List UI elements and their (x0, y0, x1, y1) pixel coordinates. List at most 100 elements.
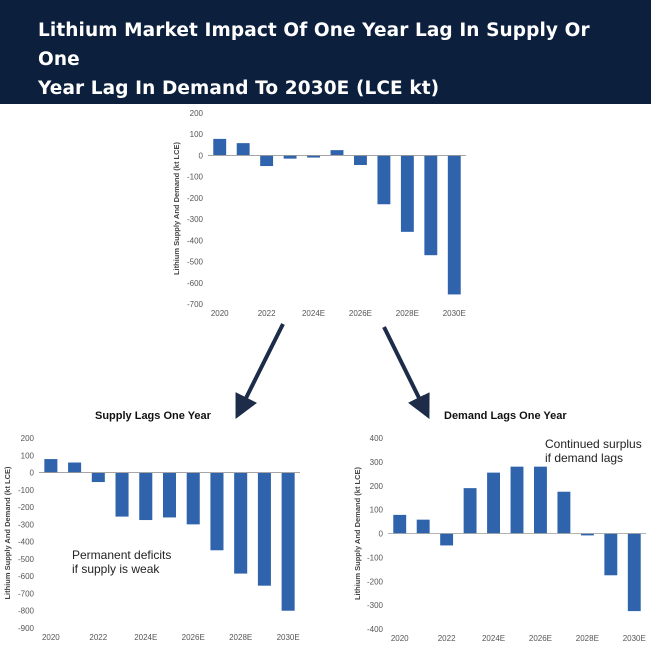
title-line-2: Year Lag In Demand To 2030E (LCE kt) (38, 78, 440, 99)
y-tick-label: -500 (187, 258, 204, 267)
y-tick-label: -300 (18, 520, 35, 529)
supply-lag-title: Supply Lags One Year (95, 410, 211, 422)
x-tick-label: 2020 (391, 634, 409, 643)
bar (68, 462, 82, 473)
y-tick-label: 100 (370, 506, 384, 515)
bar (115, 472, 129, 517)
bar (91, 472, 105, 483)
x-tick-label: 2022 (438, 634, 456, 643)
x-tick-label: 2020 (42, 633, 60, 642)
bar (281, 472, 295, 611)
y-tick-label: -200 (367, 577, 384, 586)
bar (487, 472, 500, 534)
y-tick-label: 300 (370, 458, 384, 467)
x-tick-label: 2030E (277, 633, 300, 642)
bar (213, 138, 227, 156)
x-tick-label: 2022 (258, 309, 276, 318)
y-tick-label: -300 (187, 215, 204, 224)
y-tick-label: 200 (190, 109, 204, 118)
bar (162, 472, 177, 518)
arrow-to-supply-lag (235, 323, 285, 419)
bar (463, 488, 477, 534)
bar (44, 459, 58, 473)
y-tick-label: -800 (18, 607, 35, 616)
y-tick-label: 200 (370, 482, 384, 491)
bar (377, 155, 391, 205)
bar (424, 155, 438, 256)
bar (307, 155, 320, 158)
y-tick-label: -200 (18, 503, 35, 512)
x-tick-label: 2028E (396, 309, 419, 318)
y-tick-label: -100 (367, 553, 384, 562)
chart-annotation: if demand lags (545, 451, 623, 465)
y-axis-label: Lithium Supply And Demand (kt LCE) (353, 466, 362, 600)
x-tick-label: 2026E (529, 634, 552, 643)
x-tick-label: 2022 (89, 633, 107, 642)
bar (234, 472, 248, 574)
page-title: Lithium Market Impact Of One Year Lag In… (38, 16, 631, 103)
y-tick-label: -200 (187, 194, 204, 203)
y-tick-label: -700 (187, 300, 204, 309)
y-tick-label: -400 (187, 236, 204, 245)
bar (557, 491, 571, 534)
supply-lag-chart: 200 100 0 -100 -200 -300 -400 -500 -600 -700 -800 -… (3, 434, 300, 642)
base-case-chart: 200 100 0 -100 -200 -300 -400 -500 -600 -700 2020 2… (172, 109, 466, 318)
x-tick-label: 2028E (229, 633, 252, 642)
bar (416, 519, 430, 534)
chart-annotation: if supply is weak (72, 562, 160, 576)
y-tick-label: 400 (370, 434, 384, 443)
bar (283, 155, 297, 159)
bar (257, 472, 271, 586)
chart-annotation: Permanent deficits (72, 548, 171, 562)
x-tick-label: 2030E (443, 309, 466, 318)
y-tick-label: 0 (30, 469, 35, 478)
bar (534, 466, 547, 534)
x-tick-label: 2026E (349, 309, 372, 318)
bar (510, 466, 524, 534)
y-axis-label: Lithium Supply And Demand (kt LCE) (3, 466, 12, 600)
x-tick-label: 2024E (482, 634, 505, 643)
bar (236, 143, 250, 156)
y-tick-label: -700 (18, 589, 35, 598)
y-axis-label: Lithium Supply And Demand (kt LCE) (172, 141, 181, 275)
y-tick-label: 100 (190, 130, 204, 139)
bar (627, 533, 641, 612)
y-tick-label: 100 (21, 451, 35, 460)
demand-lag-chart: 400 300 200 100 0 -100 -200 -300 -400 2020 2022 202… (353, 434, 646, 643)
demand-lag-title: Demand Lags One Year (444, 410, 567, 422)
y-tick-label: 200 (21, 434, 35, 443)
chart-annotation: Continued surplus (545, 437, 642, 451)
bar (447, 155, 461, 295)
bar (604, 533, 618, 576)
x-tick-label: 2026E (182, 633, 205, 642)
y-tick-label: -300 (367, 601, 384, 610)
bar (186, 472, 200, 525)
bar (139, 472, 153, 521)
bar (400, 155, 414, 232)
y-tick-label: 0 (199, 151, 204, 160)
header-banner: Lithium Market Impact Of One Year Lag In… (0, 0, 651, 104)
title-line-1: Lithium Market Impact Of One Year Lag In… (38, 20, 590, 70)
x-tick-label: 2024E (134, 633, 157, 642)
y-tick-label: -500 (18, 555, 35, 564)
y-tick-label: -900 (18, 624, 35, 633)
bar (393, 514, 407, 534)
arrow-to-demand-lag (382, 326, 430, 419)
bar (260, 155, 274, 167)
bar (210, 472, 224, 551)
x-tick-label: 2024E (302, 309, 325, 318)
bar (330, 150, 344, 156)
y-tick-label: -600 (18, 572, 35, 581)
x-tick-label: 2020 (211, 309, 229, 318)
bar (440, 533, 454, 546)
y-tick-label: 0 (379, 530, 384, 539)
x-tick-label: 2028E (576, 634, 599, 643)
y-tick-label: -400 (367, 625, 384, 634)
y-tick-label: -100 (18, 486, 35, 495)
x-tick-label: 2030E (623, 634, 646, 643)
y-tick-label: -600 (187, 279, 204, 288)
bar (580, 533, 594, 536)
y-tick-label: -400 (18, 538, 35, 547)
y-tick-label: -100 (187, 173, 204, 182)
